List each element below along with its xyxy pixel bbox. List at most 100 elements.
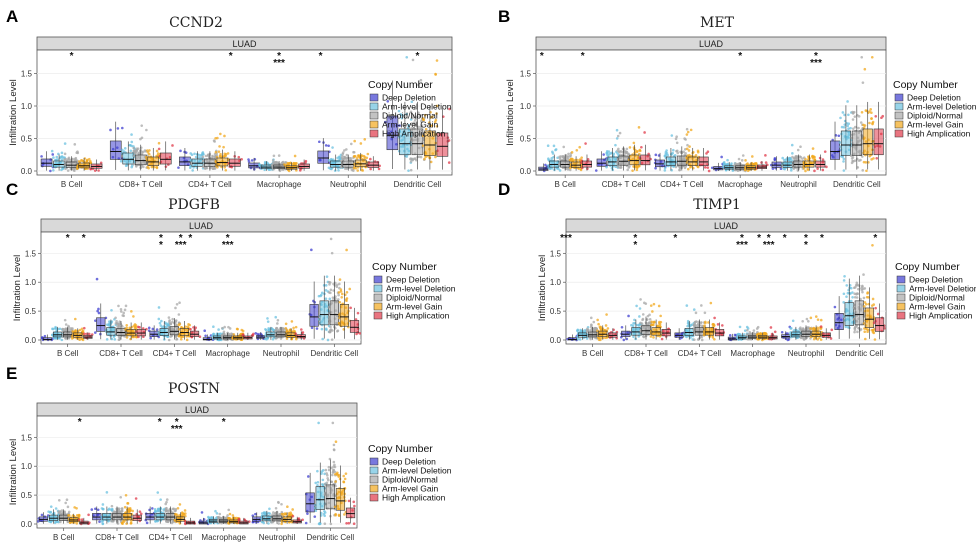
jitter-point (621, 147, 625, 151)
jitter-point (752, 329, 756, 332)
box (862, 128, 873, 156)
x-tick-label: Macrophage (718, 180, 763, 189)
jitter-point (118, 337, 121, 341)
jitter-point (67, 156, 71, 160)
jitter-point (589, 316, 593, 320)
jitter-point (224, 168, 228, 172)
jitter-point (806, 158, 810, 161)
jitter-point (414, 158, 418, 162)
jitter-point (862, 296, 866, 300)
jitter-point (409, 160, 413, 163)
jitter-point (137, 151, 140, 155)
jitter-point (703, 324, 706, 327)
jitter-point (110, 308, 113, 312)
jitter-point (423, 113, 427, 117)
jitter-point (789, 157, 793, 161)
significance-star: *** (810, 58, 822, 69)
jitter-point (807, 319, 810, 323)
jitter-point (728, 334, 732, 337)
jitter-point (876, 312, 880, 316)
jitter-point (410, 116, 414, 120)
jitter-point (166, 509, 170, 513)
jitter-point (178, 301, 181, 305)
box (607, 156, 618, 166)
jitter-point (830, 328, 834, 332)
jitter-point (863, 337, 867, 341)
jitter-point (870, 304, 874, 307)
jitter-point (435, 104, 439, 108)
jitter-point (266, 317, 269, 320)
jitter-point (411, 58, 415, 62)
jitter-point (213, 140, 216, 143)
jitter-point (596, 318, 599, 322)
jitter-point (171, 507, 175, 511)
jitter-point (132, 149, 136, 153)
jitter-point (631, 324, 635, 328)
x-tick-label: CD4+ T Cell (678, 349, 722, 358)
jitter-point (721, 324, 724, 327)
group-b-cell: B Cell (40, 142, 103, 189)
jitter-point (413, 157, 416, 161)
significance-star: * (820, 233, 824, 244)
jitter-point (207, 515, 210, 519)
jitter-point (154, 520, 157, 523)
jitter-point (430, 124, 434, 127)
jitter-point (686, 143, 689, 147)
jitter-point (159, 498, 162, 501)
jitter-point (149, 336, 152, 340)
y-axis-label: Infiltration Level (12, 255, 23, 322)
jitter-point (177, 166, 180, 169)
jitter-point (859, 158, 862, 162)
jitter-point (773, 330, 777, 334)
jitter-point (700, 304, 703, 307)
jitter-point (119, 495, 123, 499)
jitter-point (271, 161, 275, 165)
box (665, 156, 676, 166)
panel-letter: E (6, 364, 17, 383)
legend-item-label: Arm-level Gain (382, 120, 438, 130)
jitter-point (643, 131, 646, 134)
jitter-point (689, 165, 692, 169)
jitter-point (546, 144, 550, 148)
jitter-point (349, 142, 353, 146)
jitter-point (405, 112, 409, 116)
jitter-point (607, 150, 611, 153)
jitter-point (286, 161, 289, 165)
y-axis-label: Infiltration Level (8, 439, 19, 506)
jitter-point (124, 164, 128, 167)
jitter-point (167, 338, 171, 342)
jitter-point (223, 134, 226, 138)
jitter-point (353, 139, 356, 143)
jitter-point (114, 316, 117, 320)
jitter-point (281, 160, 285, 164)
jitter-point (76, 167, 79, 170)
gene-title: POSTN (168, 381, 220, 397)
jitter-point (271, 159, 275, 162)
jitter-point (132, 154, 135, 157)
jitter-point (688, 145, 691, 148)
jitter-point (121, 148, 124, 152)
jitter-point (167, 316, 171, 319)
jitter-point (851, 127, 855, 130)
jitter-point (660, 337, 664, 341)
jitter-point (337, 155, 341, 159)
y-tick-label: 1.0 (520, 102, 532, 111)
x-tick-label: CD8+ T Cell (95, 533, 139, 542)
jitter-point (384, 120, 387, 124)
jitter-point (782, 158, 786, 162)
jitter-point (219, 132, 222, 136)
jitter-point (584, 142, 587, 145)
jitter-point (143, 149, 147, 152)
legend-swatch (896, 275, 906, 284)
jitter-point (725, 163, 729, 166)
jitter-point (128, 508, 132, 511)
jitter-point (637, 164, 641, 168)
jitter-point (67, 326, 71, 329)
jitter-point (870, 111, 873, 115)
jitter-point (640, 145, 643, 149)
legend-swatch (373, 293, 383, 302)
jitter-point (326, 338, 330, 342)
jitter-point (819, 338, 823, 341)
